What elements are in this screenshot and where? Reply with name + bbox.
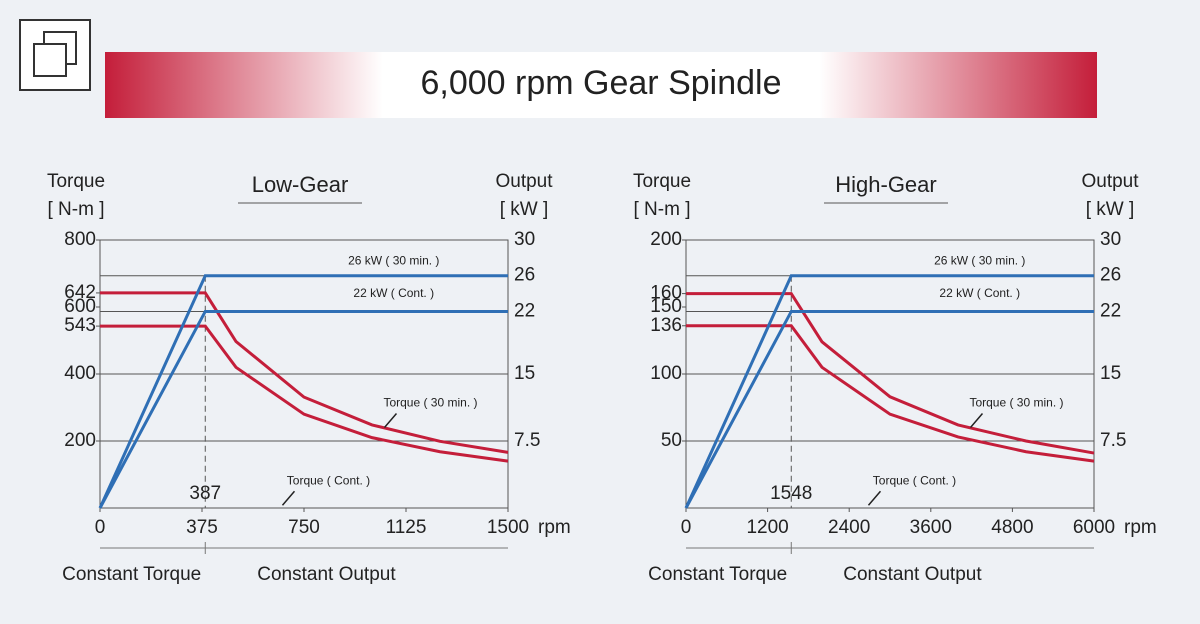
y-tick-label: 160	[650, 283, 682, 304]
y2-tick-label: 30	[1100, 229, 1121, 250]
region-label: Constant Output	[843, 564, 982, 585]
title-banner	[105, 52, 1097, 118]
y-tick-label: 600	[64, 296, 96, 317]
label-arrow	[969, 412, 984, 428]
y-tick-label: 200	[650, 229, 682, 250]
icon	[19, 19, 91, 91]
y2-tick-label: 22	[1100, 300, 1121, 321]
y-axis-label: [ N-m ]	[634, 199, 691, 220]
x-tick-label: 1500	[487, 517, 529, 538]
x-unit-label: rpm	[538, 517, 571, 538]
series-label: 22 kW ( Cont. )	[353, 286, 434, 300]
y-tick-label: 200	[64, 430, 96, 451]
y2-tick-label: 15	[514, 363, 535, 384]
x-unit-label: rpm	[1124, 517, 1157, 538]
y2-tick-label: 26	[514, 265, 535, 286]
x-tick-label: 750	[288, 517, 320, 538]
y-axis-label: Torque	[633, 171, 691, 192]
x-tick-label: 375	[186, 517, 218, 538]
y2-axis-label: Output	[495, 171, 553, 192]
y2-tick-label: 26	[1100, 265, 1121, 286]
y2-tick-label: 30	[514, 229, 535, 250]
series-label: Torque ( Cont. )	[287, 473, 370, 487]
region-label: Constant Torque	[648, 564, 787, 585]
marker-label: 387	[189, 483, 221, 504]
y-tick-label: 50	[661, 430, 682, 451]
y-tick-label: 543	[64, 315, 96, 336]
x-tick-label: 3600	[910, 517, 952, 538]
x-tick-label: 6000	[1073, 517, 1115, 538]
y2-tick-label: 22	[514, 300, 535, 321]
series-line	[686, 292, 1095, 455]
x-tick-label: 4800	[991, 517, 1033, 538]
x-tick-label: 0	[95, 517, 106, 538]
marker-label: 1548	[770, 483, 812, 504]
y-tick-label: 136	[650, 315, 682, 336]
series-label: Torque ( 30 min. )	[383, 396, 477, 410]
y2-axis-label: [ kW ]	[1086, 199, 1135, 220]
y-axis-label: [ N-m ]	[48, 199, 105, 220]
series-label: Torque ( Cont. )	[873, 473, 956, 487]
y2-tick-label: 15	[1100, 363, 1121, 384]
y2-axis-label: Output	[1081, 171, 1139, 192]
y2-axis-label: [ kW ]	[500, 199, 549, 220]
x-tick-label: 1125	[386, 517, 427, 538]
plot-frame	[685, 239, 1095, 509]
y2-tick-label: 7.5	[1100, 430, 1126, 451]
label-arrow	[281, 490, 296, 506]
series-line	[100, 324, 509, 463]
x-tick-label: 2400	[828, 517, 870, 538]
label-arrow	[867, 490, 882, 506]
y-tick-label: 642	[64, 282, 96, 303]
y-tick-label: 100	[650, 363, 682, 384]
chart-title: High-Gear	[835, 172, 936, 197]
series-line	[98, 274, 508, 509]
series-line	[684, 309, 1094, 509]
series-line	[100, 291, 509, 454]
x-tick-label: 1200	[746, 517, 788, 538]
y-tick-label: 800	[64, 229, 96, 250]
series-line	[686, 324, 1095, 463]
series-label: 26 kW ( 30 min. )	[348, 254, 439, 268]
region-label: Constant Output	[257, 564, 396, 585]
series-label: 26 kW ( 30 min. )	[934, 254, 1025, 268]
series-label: 22 kW ( Cont. )	[939, 286, 1020, 300]
series-label: Torque ( 30 min. )	[969, 396, 1063, 410]
label-arrow	[383, 412, 398, 428]
y-axis-label: Torque	[47, 171, 105, 192]
chart-title: Low-Gear	[252, 172, 349, 197]
x-tick-label: 0	[681, 517, 692, 538]
series-line	[684, 274, 1094, 509]
series-line	[98, 309, 508, 509]
y-tick-label: 150	[650, 296, 682, 317]
y2-tick-label: 7.5	[514, 430, 540, 451]
region-label: Constant Torque	[62, 564, 201, 585]
y-tick-label: 400	[64, 363, 96, 384]
page-title: 6,000 rpm Gear Spindle	[421, 64, 782, 102]
